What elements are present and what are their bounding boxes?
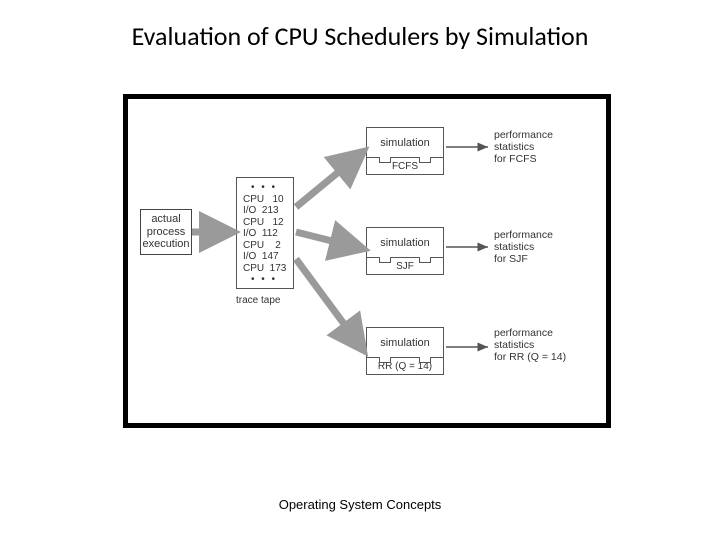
sim-top-label: simulation bbox=[366, 227, 444, 257]
page-title: Evaluation of CPU Schedulers by Simulati… bbox=[0, 20, 720, 52]
out-line: statistics bbox=[494, 339, 534, 351]
footer-text: Operating System Concepts bbox=[0, 497, 720, 512]
trace-caption: trace tape bbox=[236, 295, 280, 306]
output-sjf: performance statistics for SJF bbox=[494, 229, 553, 265]
diagram-frame: actual process execution • • • CPU 10I/O… bbox=[123, 94, 611, 428]
trace-row: CPU 2 bbox=[243, 240, 287, 252]
sim-bottom-label: RR (Q = 14) bbox=[366, 357, 444, 375]
out-line: for FCFS bbox=[494, 153, 537, 165]
trace-row: CPU 173 bbox=[243, 263, 287, 275]
arrow-thick bbox=[296, 151, 364, 207]
output-fcfs: performance statistics for FCFS bbox=[494, 129, 553, 165]
sim-top-label: simulation bbox=[366, 127, 444, 157]
arrow-thick bbox=[296, 259, 364, 351]
out-line: performance bbox=[494, 129, 553, 141]
trace-row: CPU 10 bbox=[243, 194, 287, 206]
trace-row: CPU 12 bbox=[243, 217, 287, 229]
out-line: statistics bbox=[494, 141, 534, 153]
sim-box-sjf: simulation SJF bbox=[366, 227, 444, 275]
out-line: for RR (Q = 14) bbox=[494, 351, 566, 363]
out-line: performance bbox=[494, 229, 553, 241]
sim-algo-label: SJF bbox=[396, 261, 414, 272]
trace-row: I/O 147 bbox=[243, 251, 287, 263]
source-box: actual process execution bbox=[140, 209, 192, 255]
source-line2: process bbox=[147, 226, 186, 238]
sim-top-label: simulation bbox=[366, 327, 444, 357]
trace-row: I/O 213 bbox=[243, 205, 287, 217]
out-line: statistics bbox=[494, 241, 534, 253]
sim-box-rr: simulation RR (Q = 14) bbox=[366, 327, 444, 375]
out-line: for SJF bbox=[494, 253, 528, 265]
source-line3: execution bbox=[142, 238, 189, 250]
trace-tape: • • • CPU 10I/O 213CPU 12I/O 112CPU 2I/O… bbox=[236, 177, 294, 289]
sim-algo-label: FCFS bbox=[392, 161, 418, 172]
sim-box-fcfs: simulation FCFS bbox=[366, 127, 444, 175]
arrow-thick bbox=[296, 232, 364, 249]
trace-dots-top: • • • bbox=[243, 182, 287, 194]
sim-bottom-label: SJF bbox=[366, 257, 444, 275]
sim-bottom-label: FCFS bbox=[366, 157, 444, 175]
output-rr: performance statistics for RR (Q = 14) bbox=[494, 327, 566, 363]
out-line: performance bbox=[494, 327, 553, 339]
source-line1: actual bbox=[151, 213, 180, 225]
trace-dots-bottom: • • • bbox=[243, 274, 287, 286]
trace-row: I/O 112 bbox=[243, 228, 287, 240]
